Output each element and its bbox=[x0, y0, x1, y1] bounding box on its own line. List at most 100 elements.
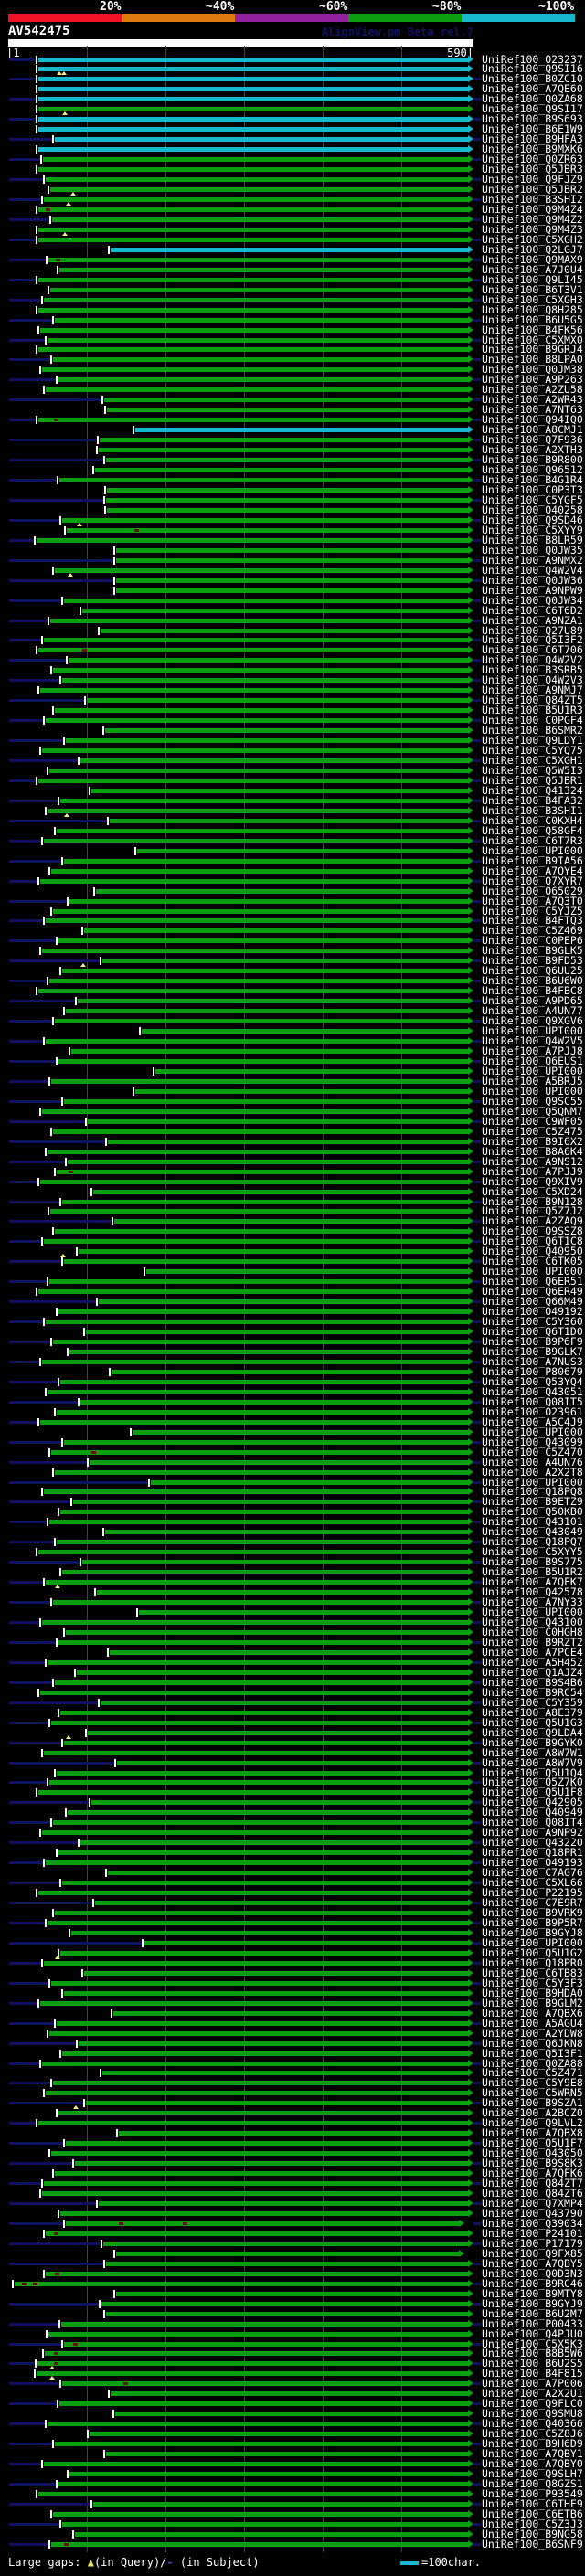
hit-label[interactable]: UniRef100_Q5JBR3 bbox=[482, 163, 583, 176]
hit-bar[interactable] bbox=[62, 517, 468, 523]
hit-label[interactable]: UniRef100_Q9LDA4 bbox=[482, 1725, 583, 1739]
hit-label[interactable]: UniRef100_Q6UU25 bbox=[482, 964, 583, 978]
hit-bar[interactable] bbox=[49, 1780, 468, 1786]
hit-label[interactable]: UniRef100_C5Z3J3 bbox=[482, 2517, 583, 2530]
hit-label[interactable]: UniRef100_A7QFK7 bbox=[482, 1575, 583, 1589]
hit-bar[interactable] bbox=[43, 157, 468, 163]
hit-label[interactable]: UniRef100_Q6ER51 bbox=[482, 1275, 583, 1288]
hit-bar[interactable] bbox=[48, 1389, 468, 1394]
hit-label[interactable]: UniRef100_A2X2U1 bbox=[482, 2387, 583, 2401]
hit-label[interactable]: UniRef100_C6TB83 bbox=[482, 1966, 583, 1979]
hit-label[interactable]: UniRef100_B5U1R3 bbox=[482, 704, 583, 717]
hit-bar[interactable] bbox=[58, 1639, 468, 1645]
hit-bar[interactable] bbox=[57, 1540, 468, 1545]
hit-label[interactable]: UniRef100_P24101 bbox=[482, 2226, 583, 2240]
hit-label[interactable]: UniRef100_UPI000.. bbox=[482, 843, 585, 857]
hit-bar[interactable] bbox=[38, 1289, 468, 1295]
hit-bar[interactable] bbox=[48, 257, 468, 262]
hit-label[interactable]: UniRef100_Q27U89 bbox=[482, 623, 583, 637]
hit-bar[interactable] bbox=[58, 377, 468, 383]
hit-bar[interactable] bbox=[46, 2091, 468, 2096]
hit-label[interactable]: UniRef100_Q5I3F1 bbox=[482, 2046, 583, 2060]
hit-label[interactable]: UniRef100_Q08IT4 bbox=[482, 1816, 583, 1829]
hit-label[interactable]: UniRef100_B9P5R7 bbox=[482, 1915, 583, 1929]
hit-label[interactable]: UniRef100_B9P6F9 bbox=[482, 1335, 583, 1349]
hit-label[interactable]: UniRef100_C5YGF5 bbox=[482, 493, 583, 506]
hit-bar[interactable] bbox=[38, 97, 468, 102]
hit-bar[interactable] bbox=[55, 708, 468, 714]
hit-bar[interactable] bbox=[110, 818, 468, 823]
hit-bar[interactable] bbox=[49, 1279, 468, 1285]
hit-bar[interactable] bbox=[93, 2501, 468, 2507]
hit-bar[interactable] bbox=[91, 1800, 468, 1806]
hit-label[interactable]: UniRef100_C5XGH1 bbox=[482, 754, 583, 768]
hit-label[interactable]: UniRef100_B6E1W9 bbox=[482, 122, 583, 136]
hit-bar[interactable] bbox=[66, 2141, 468, 2147]
hit-label[interactable]: UniRef100_B8LR59 bbox=[482, 533, 583, 546]
hit-label[interactable]: UniRef100_A2XTH3 bbox=[482, 443, 583, 457]
hit-bar[interactable] bbox=[66, 2221, 459, 2226]
hit-label[interactable]: UniRef100_Q9SMU8 bbox=[482, 2407, 583, 2421]
hit-label[interactable]: UniRef100_A7Q3T0 bbox=[482, 894, 583, 907]
hit-bar[interactable] bbox=[77, 1670, 468, 1675]
hit-bar[interactable] bbox=[86, 2101, 468, 2106]
hit-bar[interactable] bbox=[46, 1320, 468, 1325]
hit-bar[interactable] bbox=[48, 808, 468, 813]
hit-bar[interactable] bbox=[58, 1850, 468, 1856]
hit-bar[interactable] bbox=[38, 778, 468, 783]
hit-bar[interactable] bbox=[88, 1118, 468, 1124]
hit-bar[interactable] bbox=[42, 1108, 468, 1114]
hit-bar[interactable] bbox=[79, 2041, 468, 2046]
hit-label[interactable]: UniRef100_A2WR43 bbox=[482, 393, 583, 407]
hit-label[interactable]: UniRef100_C7AG76 bbox=[482, 1866, 583, 1880]
hit-bar[interactable] bbox=[64, 1740, 468, 1745]
hit-bar[interactable] bbox=[103, 2241, 468, 2246]
hit-bar[interactable] bbox=[40, 1690, 468, 1695]
hit-label[interactable]: UniRef100_A9PD65 bbox=[482, 994, 583, 1008]
hit-bar[interactable] bbox=[55, 137, 468, 143]
hit-label[interactable]: UniRef100_O49193 bbox=[482, 1856, 583, 1870]
hit-label[interactable]: UniRef100_B0ZC10 bbox=[482, 72, 583, 86]
hit-label[interactable]: UniRef100_UPI000.. bbox=[482, 1084, 585, 1097]
hit-label[interactable]: UniRef100_A7PJJ8 bbox=[482, 1044, 583, 1058]
hit-label[interactable]: UniRef100_A7PJJ9 bbox=[482, 1164, 583, 1178]
hit-label[interactable]: UniRef100_Q18PQ8 bbox=[482, 1485, 583, 1499]
hit-bar[interactable] bbox=[38, 107, 468, 112]
hit-bar[interactable] bbox=[95, 1901, 468, 1906]
hit-label[interactable]: UniRef100_B3SHI1 bbox=[482, 803, 583, 817]
hit-bar[interactable] bbox=[38, 57, 468, 62]
hit-label[interactable]: UniRef100_C5XYY5 bbox=[482, 1545, 583, 1559]
hit-bar[interactable] bbox=[102, 959, 468, 964]
hit-label[interactable]: UniRef100_Q5U1G2 bbox=[482, 1945, 583, 1959]
hit-bar[interactable] bbox=[99, 448, 468, 453]
hit-label[interactable]: UniRef100_UPI000.. bbox=[482, 1475, 585, 1489]
hit-label[interactable]: UniRef100_UPI000.. bbox=[482, 1024, 585, 1038]
hit-label[interactable]: UniRef100_Q66M49 bbox=[482, 1295, 583, 1309]
hit-bar[interactable] bbox=[44, 2181, 468, 2187]
hit-label[interactable]: UniRef100_A7NUS3 bbox=[482, 1354, 583, 1368]
hit-bar[interactable] bbox=[55, 2442, 468, 2447]
hit-bar[interactable] bbox=[44, 838, 468, 843]
hit-label[interactable]: UniRef100_C5YJZ5 bbox=[482, 904, 583, 917]
hit-label[interactable]: UniRef100_B9GYJ8 bbox=[482, 1925, 583, 1939]
hit-label[interactable]: UniRef100_C5Z470 bbox=[482, 1445, 583, 1458]
hit-label[interactable]: UniRef100_C5XYY9 bbox=[482, 523, 583, 536]
hit-bar[interactable] bbox=[37, 2361, 468, 2367]
hit-bar[interactable] bbox=[38, 227, 468, 232]
hit-label[interactable]: UniRef100_Q0ZR63 bbox=[482, 153, 583, 166]
hit-bar[interactable] bbox=[46, 387, 468, 393]
hit-bar[interactable] bbox=[44, 2462, 468, 2467]
hit-label[interactable]: UniRef100_Q42905 bbox=[482, 1796, 583, 1809]
hit-label[interactable]: UniRef100_Q43100 bbox=[482, 1616, 583, 1629]
hit-label[interactable]: UniRef100_B9ETZ9 bbox=[482, 1495, 583, 1509]
hit-bar[interactable] bbox=[55, 1229, 468, 1235]
hit-label[interactable]: UniRef100_Q18PR0 bbox=[482, 1956, 583, 1969]
hit-label[interactable]: UniRef100_B6T3V1 bbox=[482, 282, 583, 296]
hit-bar[interactable] bbox=[53, 668, 468, 673]
hit-bar[interactable] bbox=[62, 1199, 468, 1204]
hit-label[interactable]: UniRef100_B6U2M7 bbox=[482, 2306, 583, 2320]
hit-label[interactable]: UniRef100_Q9XGV6 bbox=[482, 1014, 583, 1028]
hit-label[interactable]: UniRef100_B9GRJ4 bbox=[482, 343, 583, 356]
hit-bar[interactable] bbox=[46, 918, 468, 924]
hit-bar[interactable] bbox=[51, 1980, 468, 1986]
